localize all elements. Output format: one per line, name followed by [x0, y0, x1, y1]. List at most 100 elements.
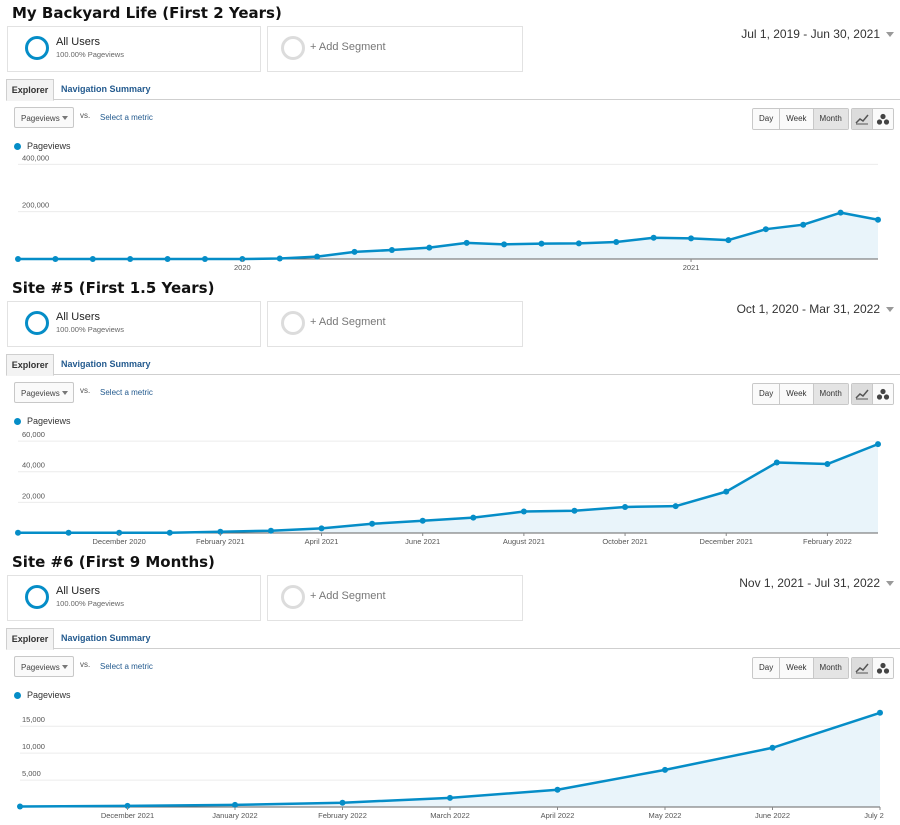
data-point[interactable]: [339, 799, 346, 806]
data-point[interactable]: [17, 803, 23, 810]
data-point[interactable]: [688, 235, 695, 242]
granularity-month-button[interactable]: Month: [813, 384, 848, 404]
metric-select[interactable]: Pageviews: [14, 656, 74, 677]
select-metric-link[interactable]: Select a metric: [100, 113, 153, 122]
data-point[interactable]: [426, 244, 433, 251]
granularity-week-button[interactable]: Week: [780, 109, 814, 129]
data-point[interactable]: [875, 441, 881, 448]
motion-chart-button[interactable]: [873, 384, 893, 404]
data-point[interactable]: [877, 709, 883, 716]
metric-select-value: Pageviews: [21, 114, 60, 123]
data-point[interactable]: [116, 529, 123, 536]
data-point[interactable]: [575, 240, 582, 247]
report-panel: Site #6 (First 9 Months) All Users 100.0…: [0, 549, 900, 825]
data-point[interactable]: [52, 256, 59, 262]
data-point[interactable]: [217, 528, 224, 535]
data-point[interactable]: [800, 221, 807, 228]
data-point[interactable]: [501, 241, 508, 248]
data-point[interactable]: [824, 461, 831, 468]
vs-label: vs.: [80, 111, 91, 120]
data-point[interactable]: [276, 255, 283, 262]
granularity-month-button[interactable]: Month: [813, 658, 848, 678]
data-point[interactable]: [15, 256, 21, 262]
data-point[interactable]: [769, 744, 776, 751]
granularity-day-button[interactable]: Day: [753, 658, 781, 678]
data-point[interactable]: [613, 238, 620, 245]
data-point[interactable]: [369, 520, 376, 527]
data-point[interactable]: [447, 794, 453, 801]
data-point[interactable]: [89, 256, 96, 262]
metric-select[interactable]: Pageviews: [14, 382, 74, 403]
data-point[interactable]: [419, 517, 426, 524]
bubble-chart-icon: [876, 388, 890, 400]
granularity-week-button[interactable]: Week: [780, 384, 814, 404]
tab-navigation-summary[interactable]: Navigation Summary: [61, 84, 151, 94]
tab-explorer[interactable]: Explorer: [6, 354, 54, 376]
data-point[interactable]: [127, 256, 134, 262]
granularity-day-button[interactable]: Day: [753, 109, 781, 129]
data-point[interactable]: [762, 226, 769, 233]
line-chart-button[interactable]: [852, 384, 873, 404]
segment-all-users[interactable]: All Users 100.00% Pageviews: [7, 301, 261, 347]
motion-chart-button[interactable]: [873, 658, 893, 678]
x-tick-label: June 2021: [405, 537, 440, 546]
data-point[interactable]: [65, 529, 72, 536]
data-point[interactable]: [875, 216, 881, 223]
data-point[interactable]: [314, 253, 321, 260]
data-point[interactable]: [725, 237, 732, 244]
motion-chart-button[interactable]: [873, 109, 893, 129]
add-segment-button[interactable]: + Add Segment: [267, 575, 523, 621]
data-point[interactable]: [672, 503, 679, 510]
data-point[interactable]: [164, 256, 171, 262]
date-range-picker[interactable]: Oct 1, 2020 - Mar 31, 2022: [737, 302, 894, 316]
x-tick-label: March 2022: [430, 811, 470, 820]
add-segment-button[interactable]: + Add Segment: [267, 301, 523, 347]
add-segment-button[interactable]: + Add Segment: [267, 26, 523, 72]
data-point[interactable]: [124, 802, 131, 809]
tab-explorer[interactable]: Explorer: [6, 628, 54, 650]
date-range-picker[interactable]: Jul 1, 2019 - Jun 30, 2021: [741, 27, 894, 41]
data-point[interactable]: [201, 256, 208, 262]
data-point[interactable]: [520, 508, 527, 515]
line-chart-icon: [855, 389, 869, 400]
data-point[interactable]: [723, 488, 730, 495]
data-point[interactable]: [267, 527, 274, 534]
data-point[interactable]: [232, 801, 238, 808]
select-metric-link[interactable]: Select a metric: [100, 388, 153, 397]
date-range-picker[interactable]: Nov 1, 2021 - Jul 31, 2022: [739, 576, 894, 590]
segment-all-users[interactable]: All Users 100.00% Pageviews: [7, 26, 261, 72]
data-point[interactable]: [463, 239, 470, 246]
data-point[interactable]: [837, 209, 844, 216]
data-point[interactable]: [554, 786, 561, 793]
granularity-month-button[interactable]: Month: [813, 109, 848, 129]
tab-navigation-summary[interactable]: Navigation Summary: [61, 633, 151, 643]
granularity-day-button[interactable]: Day: [753, 384, 781, 404]
data-point[interactable]: [571, 507, 578, 514]
data-point[interactable]: [622, 503, 629, 510]
tab-explorer[interactable]: Explorer: [6, 79, 54, 101]
add-segment-label: + Add Segment: [310, 590, 386, 602]
data-point[interactable]: [15, 529, 21, 536]
data-point[interactable]: [662, 766, 668, 773]
data-point[interactable]: [773, 459, 780, 466]
select-metric-link[interactable]: Select a metric: [100, 662, 153, 671]
segment-placeholder-icon: [281, 585, 305, 609]
panel-title: Site #6 (First 9 Months): [12, 553, 215, 571]
y-tick-label: 5,000: [22, 769, 41, 778]
data-point[interactable]: [351, 248, 358, 255]
data-point[interactable]: [166, 529, 173, 536]
data-point[interactable]: [318, 525, 325, 532]
metric-select[interactable]: Pageviews: [14, 107, 74, 128]
data-point[interactable]: [650, 234, 657, 241]
segment-all-users[interactable]: All Users 100.00% Pageviews: [7, 575, 261, 621]
segment-name: All Users: [56, 36, 101, 48]
data-point[interactable]: [470, 514, 477, 521]
data-point[interactable]: [538, 240, 545, 247]
data-point[interactable]: [388, 247, 395, 254]
tab-navigation-summary[interactable]: Navigation Summary: [61, 359, 151, 369]
line-chart-button[interactable]: [852, 658, 873, 678]
segment-placeholder-icon: [281, 311, 305, 335]
granularity-week-button[interactable]: Week: [780, 658, 814, 678]
line-chart-button[interactable]: [852, 109, 873, 129]
legend-label: Pageviews: [27, 416, 71, 426]
